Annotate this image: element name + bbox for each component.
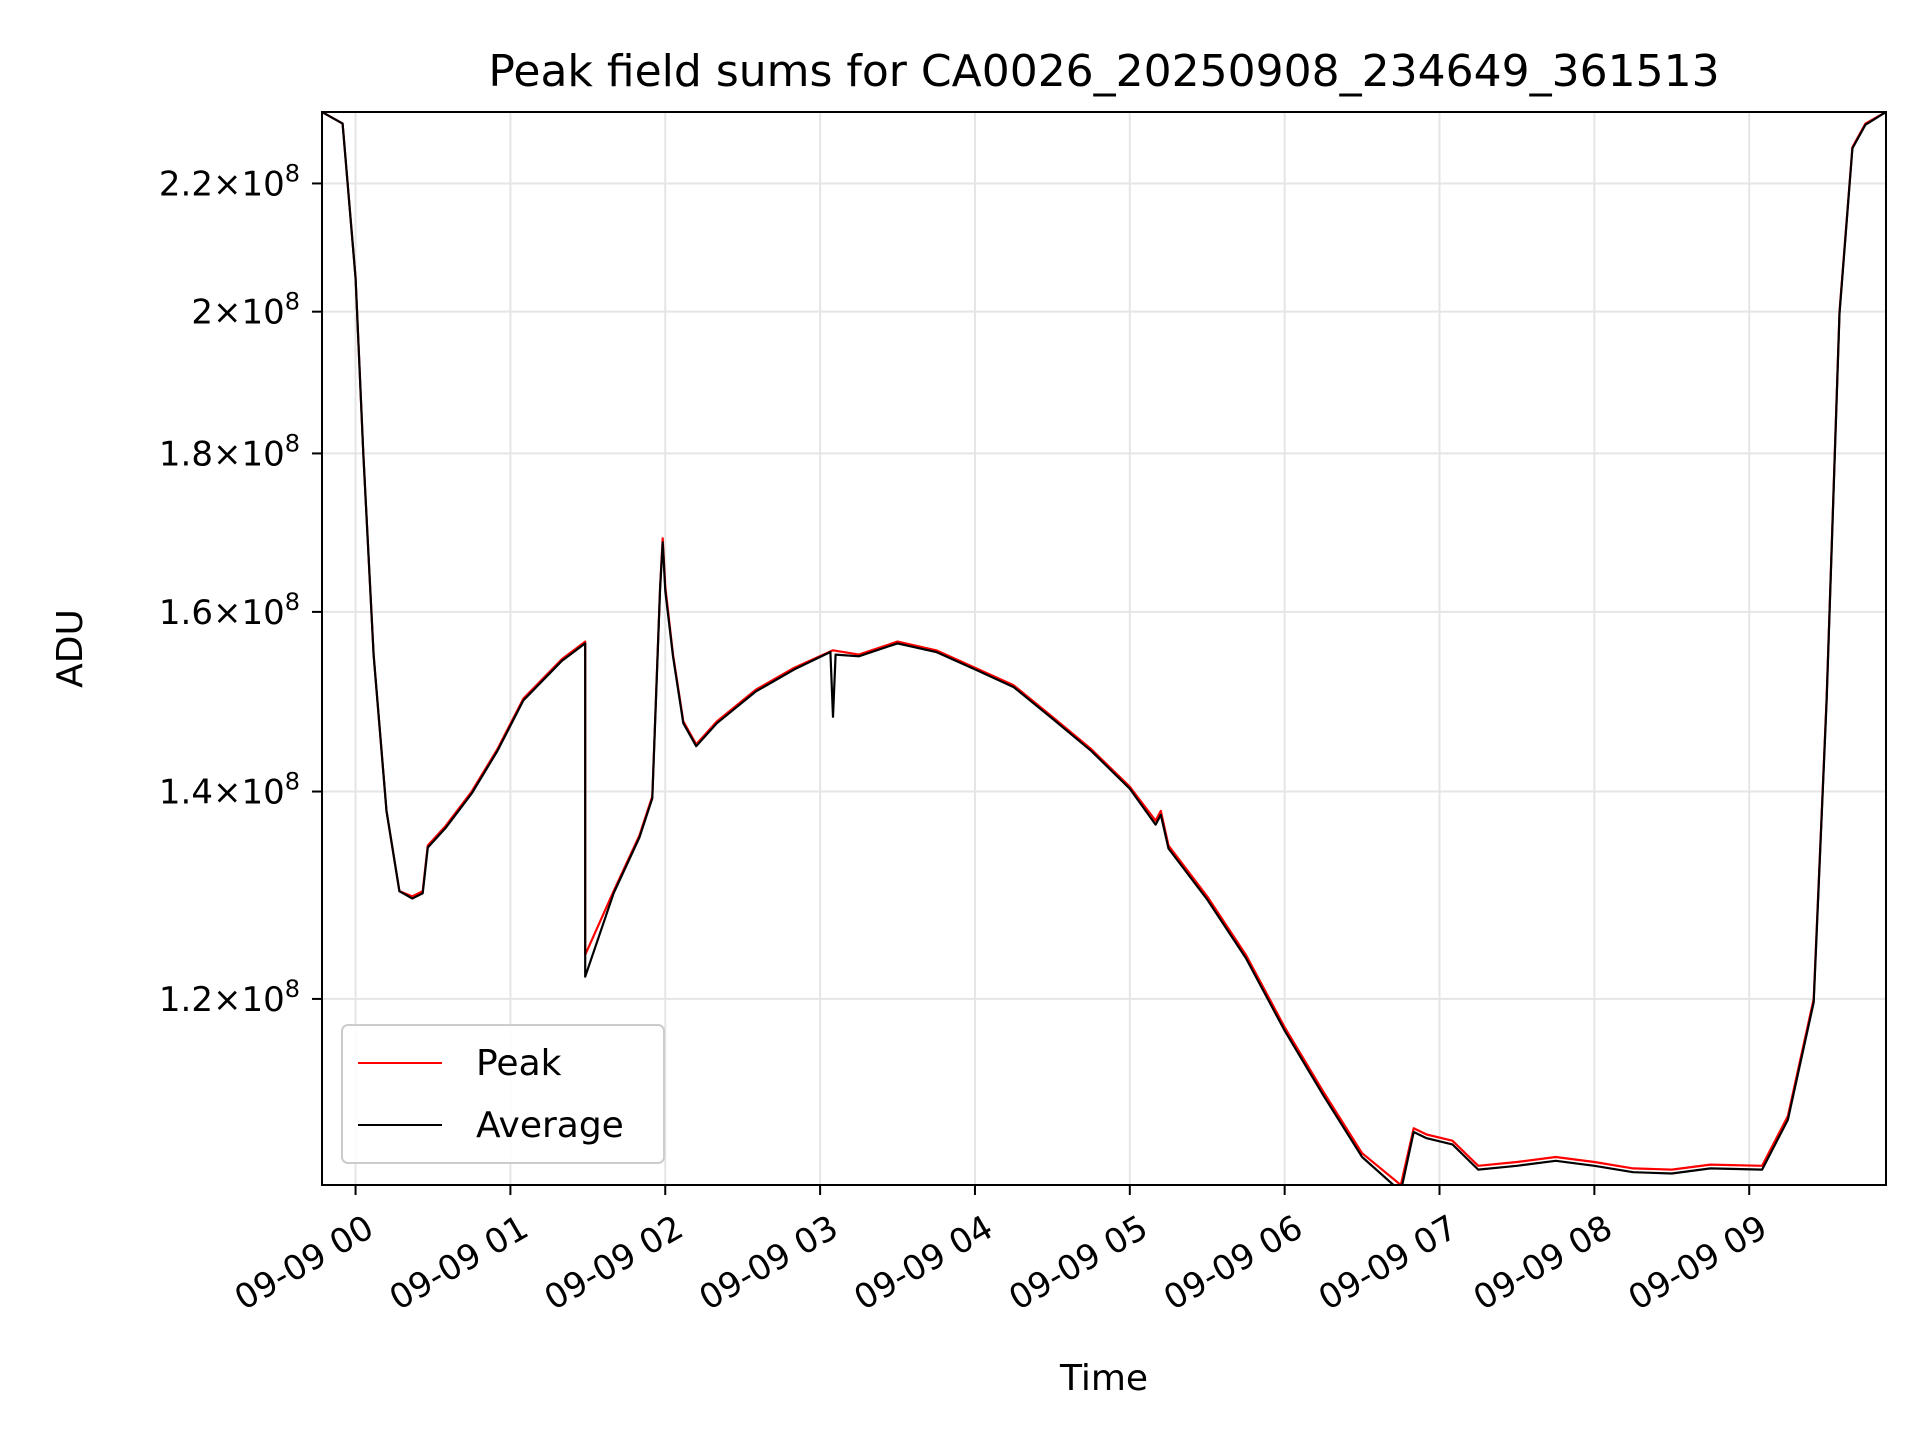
y-tick-label: 1.4×108	[159, 768, 300, 813]
y-tick-exponent: 8	[285, 159, 300, 187]
chart-title: Peak field sums for CA0026_20250908_2346…	[488, 46, 1719, 97]
y-tick-mantissa: 1.2	[159, 980, 213, 1020]
y-tick-times: ×10	[213, 773, 285, 813]
y-tick-exponent: 8	[285, 288, 300, 316]
y-tick-label: 1.6×108	[159, 588, 300, 633]
y-tick-exponent: 8	[285, 429, 300, 457]
legend: Peak Average	[341, 1024, 665, 1164]
legend-box	[341, 1024, 665, 1164]
y-tick-mantissa: 1.6	[159, 593, 213, 633]
y-tick-label: 2.2×108	[159, 159, 300, 204]
y-tick-times: ×10	[213, 434, 285, 474]
y-tick-mantissa: 1.8	[159, 434, 213, 474]
series-line-average	[322, 112, 1886, 1185]
y-axis-label: ADU	[50, 609, 91, 688]
y-tick-exponent: 8	[285, 588, 300, 616]
x-axis-label: Time	[1059, 1358, 1148, 1399]
y-tick-times: ×10	[213, 164, 285, 204]
plot-area	[322, 112, 1886, 1185]
y-tick-label: 1.2×108	[159, 975, 300, 1020]
legend-label-average: Average	[476, 1105, 624, 1146]
y-tick-times: ×10	[213, 293, 285, 333]
y-tick-exponent: 8	[285, 768, 300, 796]
grid	[322, 112, 1886, 1185]
y-tick-mantissa: 2	[191, 293, 213, 333]
legend-label-peak: Peak	[476, 1043, 562, 1084]
plot-frame	[321, 111, 1887, 1186]
y-tick-mantissa: 1.4	[159, 773, 213, 813]
y-tick-mantissa: 2.2	[159, 164, 213, 204]
y-tick-label: 2×108	[191, 288, 300, 333]
y-tick-exponent: 8	[285, 975, 300, 1003]
y-tick-label: 1.8×108	[159, 429, 300, 474]
y-tick-times: ×10	[213, 980, 285, 1020]
y-tick-times: ×10	[213, 593, 285, 633]
series-line-peak	[322, 112, 1886, 1185]
